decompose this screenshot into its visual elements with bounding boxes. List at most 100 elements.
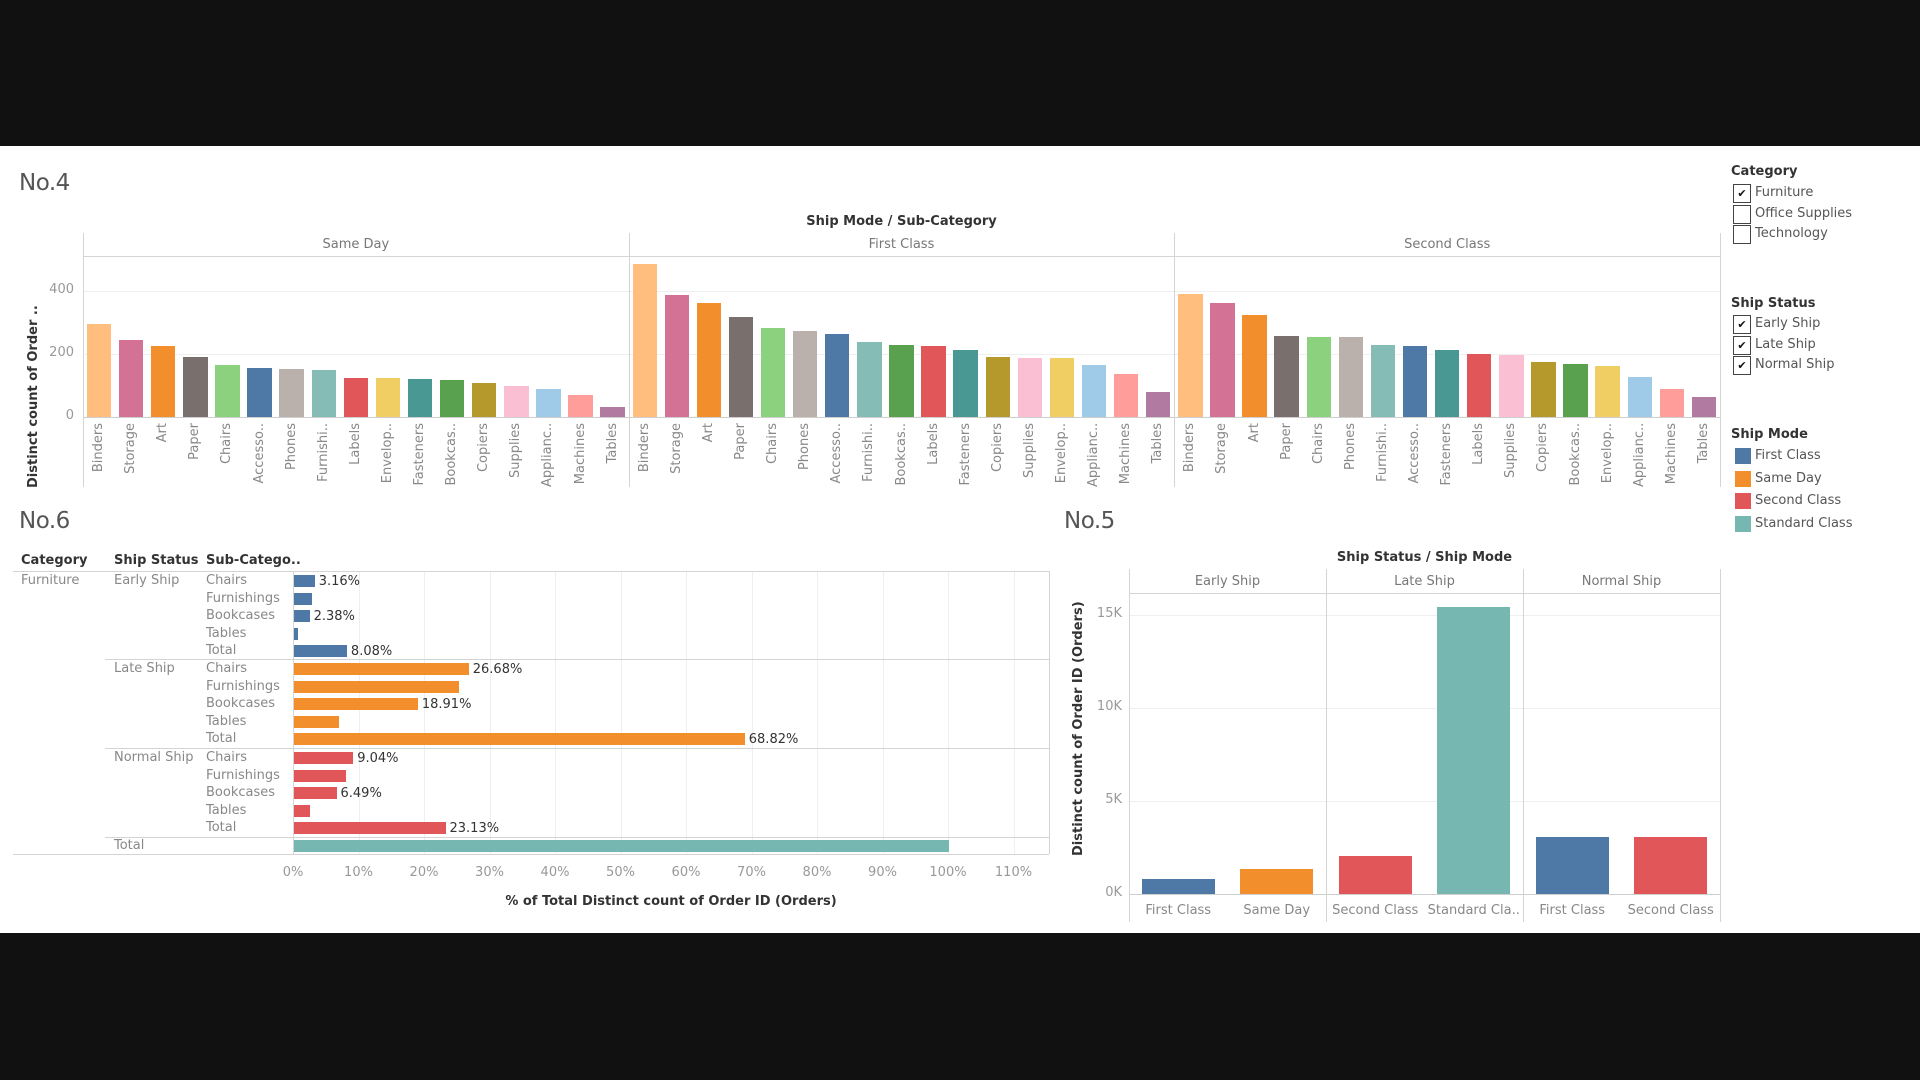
bar-second-class-bookcases[interactable] — [1563, 363, 1588, 417]
bar-early-ship-same-day[interactable] — [1240, 869, 1314, 894]
bar-second-class-tables[interactable] — [1691, 396, 1717, 417]
column-header[interactable]: Category — [21, 553, 88, 568]
bar-first-class-appliances[interactable] — [1081, 365, 1107, 417]
bar-same-day-copiers[interactable] — [472, 382, 497, 417]
checkbox-late-ship[interactable]: ✔ — [1733, 335, 1751, 355]
bar-normal-ship-second-class[interactable] — [1634, 837, 1708, 894]
bar-same-day-furnishings[interactable] — [311, 369, 336, 417]
no6-gridline — [948, 572, 949, 854]
bar-second-class-supplies[interactable] — [1499, 355, 1524, 417]
x-tick-label: Machines — [572, 423, 588, 485]
filter-item-normal-ship[interactable]: Normal Ship — [1755, 357, 1835, 372]
bar-first-class-fasteners[interactable] — [953, 350, 978, 417]
bar-same-day-storage[interactable] — [118, 339, 144, 417]
bar-second-class-labels[interactable] — [1467, 354, 1492, 417]
ship-status-cell: Late Ship — [114, 661, 175, 676]
bar-first-class-supplies[interactable] — [1017, 358, 1043, 417]
bar-first-class-storage[interactable] — [664, 295, 689, 417]
bar-early-ship-bookcases[interactable] — [294, 610, 310, 623]
bar-same-day-machines[interactable] — [568, 395, 593, 417]
bar-first-class-art[interactable] — [696, 302, 722, 417]
bar-first-class-labels[interactable] — [921, 346, 946, 417]
bar-normal-ship-tables[interactable] — [294, 804, 310, 817]
filter-item-late-ship[interactable]: Late Ship — [1755, 336, 1816, 352]
filter-item-technology[interactable]: Technology — [1755, 226, 1828, 241]
x-tick-label: Tables — [1150, 423, 1166, 464]
bar-same-day-bookcases[interactable] — [439, 380, 465, 417]
bar-first-class-binders[interactable] — [632, 263, 657, 417]
bar-same-day-supplies[interactable] — [504, 386, 529, 417]
bar-first-class-copiers[interactable] — [985, 357, 1010, 417]
bar-same-day-binders[interactable] — [86, 324, 112, 417]
bar-first-class-accessories[interactable] — [825, 333, 850, 417]
bar-late-ship-standard-class[interactable] — [1437, 607, 1511, 894]
bar-second-class-machines[interactable] — [1659, 389, 1685, 417]
checkbox-technology[interactable] — [1733, 225, 1751, 244]
bar-second-class-fasteners[interactable] — [1434, 350, 1460, 417]
filter-item-office-supplies[interactable]: Office Supplies — [1755, 205, 1853, 221]
bar-early-ship-total[interactable] — [294, 645, 347, 658]
bar-first-class-furnishings[interactable] — [857, 342, 882, 417]
bar-same-day-labels[interactable] — [343, 377, 369, 417]
bar-same-day-accessories[interactable] — [247, 367, 272, 417]
bar-late-ship-bookcases[interactable] — [294, 698, 418, 711]
bar-late-ship-total[interactable] — [294, 733, 745, 746]
bar-late-ship-tables[interactable] — [294, 715, 339, 728]
bar-same-day-art[interactable] — [151, 346, 176, 417]
bar-second-class-paper[interactable] — [1274, 335, 1299, 417]
legend-item-same-day[interactable]: Same Day — [1755, 470, 1822, 486]
bar-normal-ship-bookcases[interactable] — [294, 787, 337, 800]
bar-grand-total[interactable] — [294, 840, 949, 852]
bar-same-day-appliances[interactable] — [536, 388, 561, 417]
legend-item-first-class[interactable]: First Class — [1755, 448, 1821, 463]
checkbox-early-ship[interactable]: ✔ — [1733, 315, 1751, 334]
bar-normal-ship-chairs[interactable] — [294, 752, 354, 764]
bar-early-ship-tables[interactable] — [294, 627, 299, 640]
bar-first-class-machines[interactable] — [1113, 373, 1139, 417]
bar-early-ship-furnishings[interactable] — [294, 592, 312, 605]
bar-early-ship-chairs[interactable] — [294, 575, 315, 587]
filter-item-early-ship[interactable]: Early Ship — [1755, 316, 1821, 331]
bar-same-day-tables[interactable] — [600, 406, 625, 417]
bar-second-class-phones[interactable] — [1338, 336, 1364, 417]
column-header[interactable]: Sub-Catego.. — [206, 553, 301, 568]
bar-second-class-art[interactable] — [1242, 314, 1267, 417]
bar-second-class-envelopes[interactable] — [1595, 365, 1620, 417]
legend-item-second-class[interactable]: Second Class — [1755, 493, 1842, 509]
checkbox-office-supplies[interactable] — [1733, 204, 1751, 224]
bar-first-class-envelopes[interactable] — [1049, 358, 1075, 417]
bar-first-class-tables[interactable] — [1146, 392, 1171, 417]
legend-item-standard-class[interactable]: Standard Class — [1755, 516, 1853, 532]
checkbox-normal-ship[interactable]: ✔ — [1733, 356, 1751, 375]
bar-late-ship-chairs[interactable] — [294, 663, 469, 675]
bar-first-class-phones[interactable] — [793, 331, 818, 417]
bar-second-class-accessories[interactable] — [1402, 346, 1428, 417]
checkbox-furniture[interactable]: ✔ — [1733, 184, 1751, 203]
bar-late-ship-second-class[interactable] — [1338, 855, 1412, 894]
bar-second-class-copiers[interactable] — [1531, 361, 1556, 417]
bar-same-day-phones[interactable] — [279, 368, 304, 417]
bar-first-class-chairs[interactable] — [760, 328, 786, 417]
bar-late-ship-furnishings[interactable] — [294, 680, 460, 693]
bar-value-label: 68.82% — [748, 732, 799, 748]
bar-first-class-bookcases[interactable] — [889, 345, 914, 417]
bar-second-class-furnishings[interactable] — [1370, 345, 1396, 417]
bar-normal-ship-furnishings[interactable] — [294, 769, 346, 782]
bar-normal-ship-total[interactable] — [294, 822, 446, 835]
bar-first-class-paper[interactable] — [728, 317, 754, 417]
no6-x-tick-label: 10% — [344, 865, 373, 880]
bar-same-day-envelopes[interactable] — [375, 377, 401, 417]
bar-second-class-appliances[interactable] — [1627, 376, 1652, 417]
bar-same-day-fasteners[interactable] — [407, 378, 433, 417]
x-tick-label: Applianc.. — [1086, 422, 1102, 487]
bar-same-day-chairs[interactable] — [215, 364, 240, 417]
filter-item-furniture[interactable]: Furniture — [1755, 185, 1814, 200]
bar-second-class-binders[interactable] — [1178, 294, 1203, 417]
column-header[interactable]: Ship Status — [114, 553, 199, 568]
x-tick-label: Machines — [1663, 423, 1679, 485]
bar-same-day-paper[interactable] — [183, 357, 208, 417]
bar-early-ship-first-class[interactable] — [1141, 879, 1215, 894]
bar-second-class-chairs[interactable] — [1306, 336, 1331, 417]
bar-normal-ship-first-class[interactable] — [1535, 837, 1609, 894]
bar-second-class-storage[interactable] — [1210, 302, 1235, 417]
